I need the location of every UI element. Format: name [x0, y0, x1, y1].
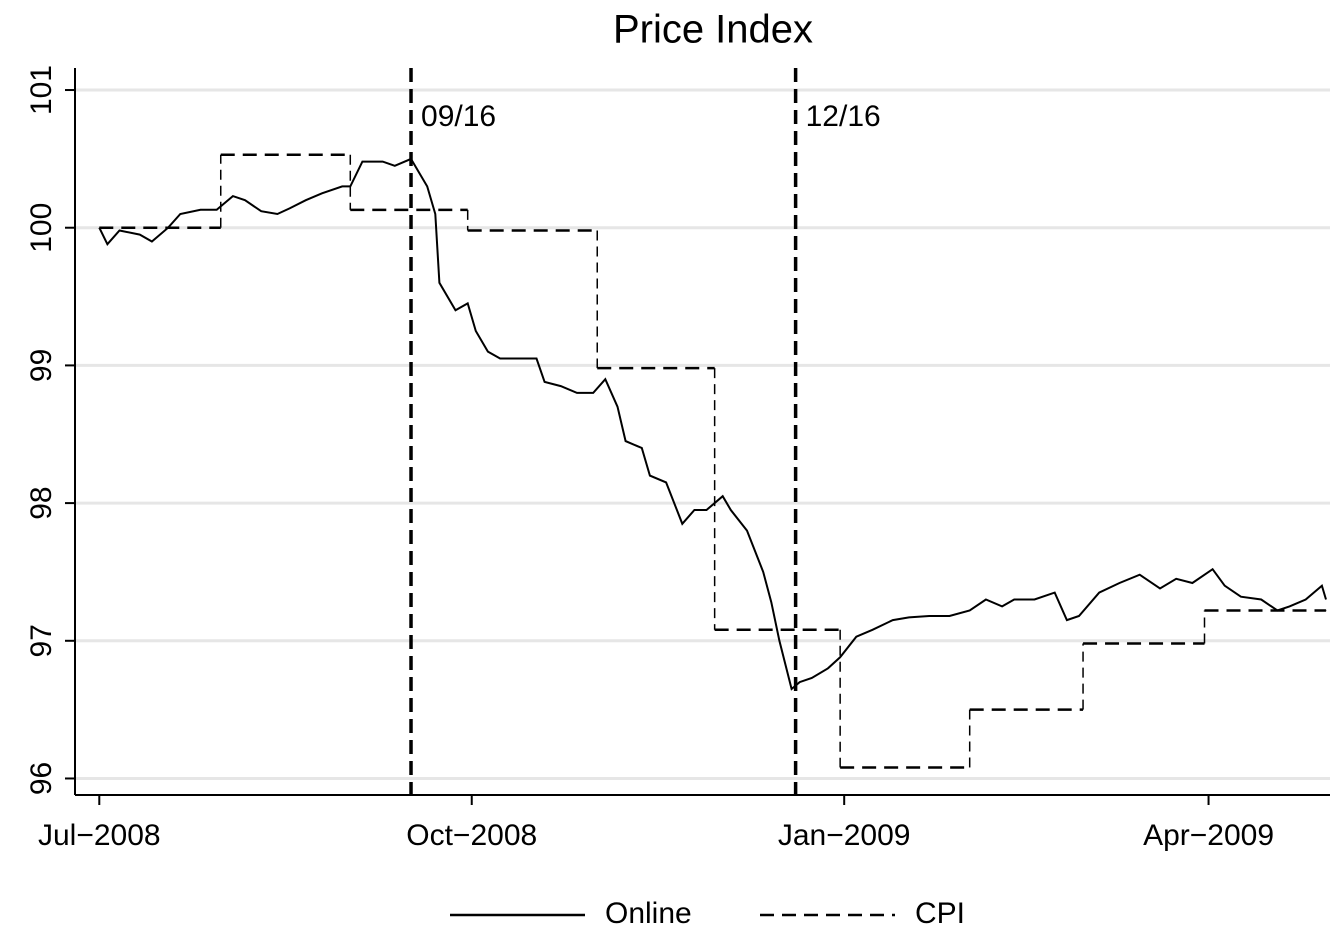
chart-title: Price Index	[613, 8, 813, 52]
y-tick-label: 101	[25, 65, 58, 115]
event-label: 12/16	[806, 100, 881, 133]
x-tick-label: Jul−2008	[38, 819, 161, 852]
event-label: 09/16	[421, 100, 496, 133]
legend-label: Online	[605, 897, 692, 930]
legend-label: CPI	[915, 897, 965, 930]
y-tick-label: 98	[25, 486, 58, 519]
x-tick-label: Apr−2009	[1143, 819, 1274, 852]
x-tick-label: Oct−2008	[406, 819, 537, 852]
y-tick-label: 99	[25, 349, 58, 382]
line	[98, 157, 1327, 691]
y-tick-label: 97	[25, 624, 58, 657]
y-tick-label: 100	[25, 203, 58, 253]
y-tick-label: 96	[25, 762, 58, 795]
x-tick-label: Jan−2009	[778, 819, 911, 852]
